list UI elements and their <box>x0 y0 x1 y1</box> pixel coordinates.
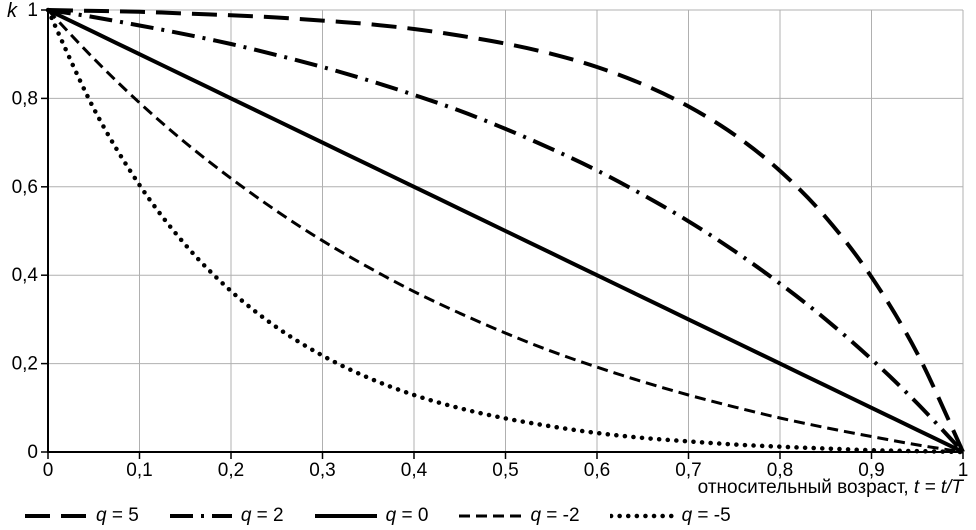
legend-item: q = 5 <box>24 505 139 527</box>
y-tick-label: 0,4 <box>12 265 39 286</box>
legend-item: q = -5 <box>609 505 731 527</box>
legend-item: q = 2 <box>169 505 284 527</box>
x-tick-label: 0,4 <box>401 460 428 480</box>
x-axis-title-math: t = t/T <box>913 477 963 498</box>
legend-line-sample <box>25 514 87 518</box>
legend-label: q = 5 <box>96 505 139 526</box>
legend-label: q = -5 <box>681 505 731 526</box>
curve-q = 2 <box>47 8 965 454</box>
x-tick-label: 1 <box>958 460 969 480</box>
x-tick-label: 0,2 <box>218 460 244 480</box>
legend-label: q = -2 <box>530 505 580 526</box>
legend-label: q = 2 <box>240 505 284 526</box>
curve-q = 5 <box>47 8 965 453</box>
x-tick-label: 0,8 <box>767 460 793 480</box>
y-tick-label: 0,8 <box>12 88 38 109</box>
x-tick-label: 0 <box>43 460 54 480</box>
y-tick-label: 1 <box>27 0 38 21</box>
plot-area: 0 0,1 0,2 0,3 0,4 0,5 0,6 0,7 0,8 0,9 1 0 0,2 0,4 0,6 0… <box>12 0 969 480</box>
x-tick-label: 0,3 <box>309 460 335 480</box>
x-tick-label: 0,1 <box>126 460 152 480</box>
x-axis-title-text: относительный возраст, <box>697 477 914 498</box>
legend-line-sample <box>314 514 377 518</box>
y-tick-label: 0,2 <box>12 354 38 375</box>
legend-label: q = 0 <box>385 505 429 526</box>
x-tick-label: 0,9 <box>858 460 884 480</box>
legend: q = 5 q = 2 q = 0 q = -2 q = -5 <box>24 505 731 527</box>
x-tick-label: 0,6 <box>584 460 610 480</box>
curve-q = -2 <box>46 8 964 454</box>
x-axis-title: относительный возраст, t = t/T <box>698 477 963 499</box>
curve-q = -5 <box>45 7 966 455</box>
y-tick-label: 0 <box>27 442 38 463</box>
y-axis-label: k <box>7 0 17 22</box>
legend-item: q = 0 <box>314 505 429 527</box>
legend-line-sample <box>609 513 674 519</box>
legend-line-sample <box>459 514 522 518</box>
y-tick-label: 0,6 <box>12 177 38 198</box>
legend-line-sample <box>169 514 232 518</box>
curve-q = 0 <box>47 8 964 454</box>
x-tick-label: 0,5 <box>492 460 518 480</box>
x-tick-label: 0,7 <box>675 460 701 480</box>
legend-item: q = -2 <box>458 505 580 527</box>
